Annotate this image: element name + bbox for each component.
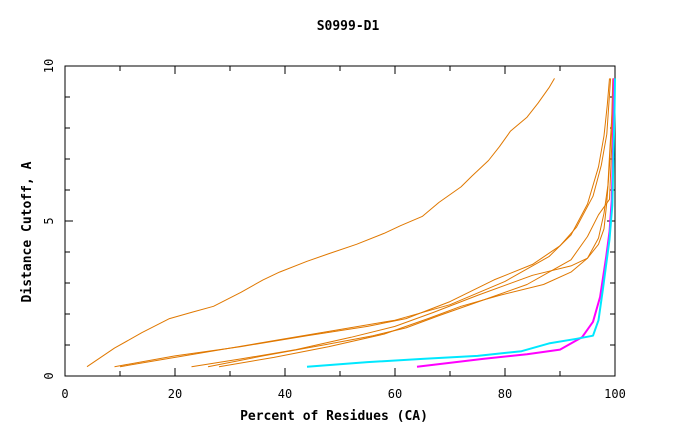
series-layer <box>86 78 616 368</box>
x-tick-label: 60 <box>388 387 402 401</box>
y-tick-labels: 0 5 10 <box>42 59 56 380</box>
x-tick-label: 20 <box>168 387 182 401</box>
y-tick-label: 5 <box>42 217 56 224</box>
y-axis-label: Distance Cutoff, A <box>20 161 35 302</box>
x-tick-label: 80 <box>498 387 512 401</box>
x-tick-label: 100 <box>604 387 626 401</box>
series-line-7 <box>416 78 615 368</box>
y-tick-label: 10 <box>42 59 56 73</box>
series-line-5 <box>207 78 614 368</box>
series-line-3 <box>114 78 612 368</box>
series-line-1 <box>86 78 555 368</box>
series-line-4 <box>191 78 614 368</box>
series-line-8 <box>306 78 616 368</box>
x-axis-label: Percent of Residues (CA) <box>240 409 428 424</box>
x-tick-label: 0 <box>61 387 68 401</box>
x-tick-label: 40 <box>278 387 292 401</box>
chart-title: S0999-D1 <box>317 19 380 34</box>
x-tick-labels: 0 20 40 60 80 100 <box>61 387 625 401</box>
series-line-6 <box>218 78 614 368</box>
series-line-2 <box>119 78 610 368</box>
y-tick-label: 0 <box>42 372 56 379</box>
